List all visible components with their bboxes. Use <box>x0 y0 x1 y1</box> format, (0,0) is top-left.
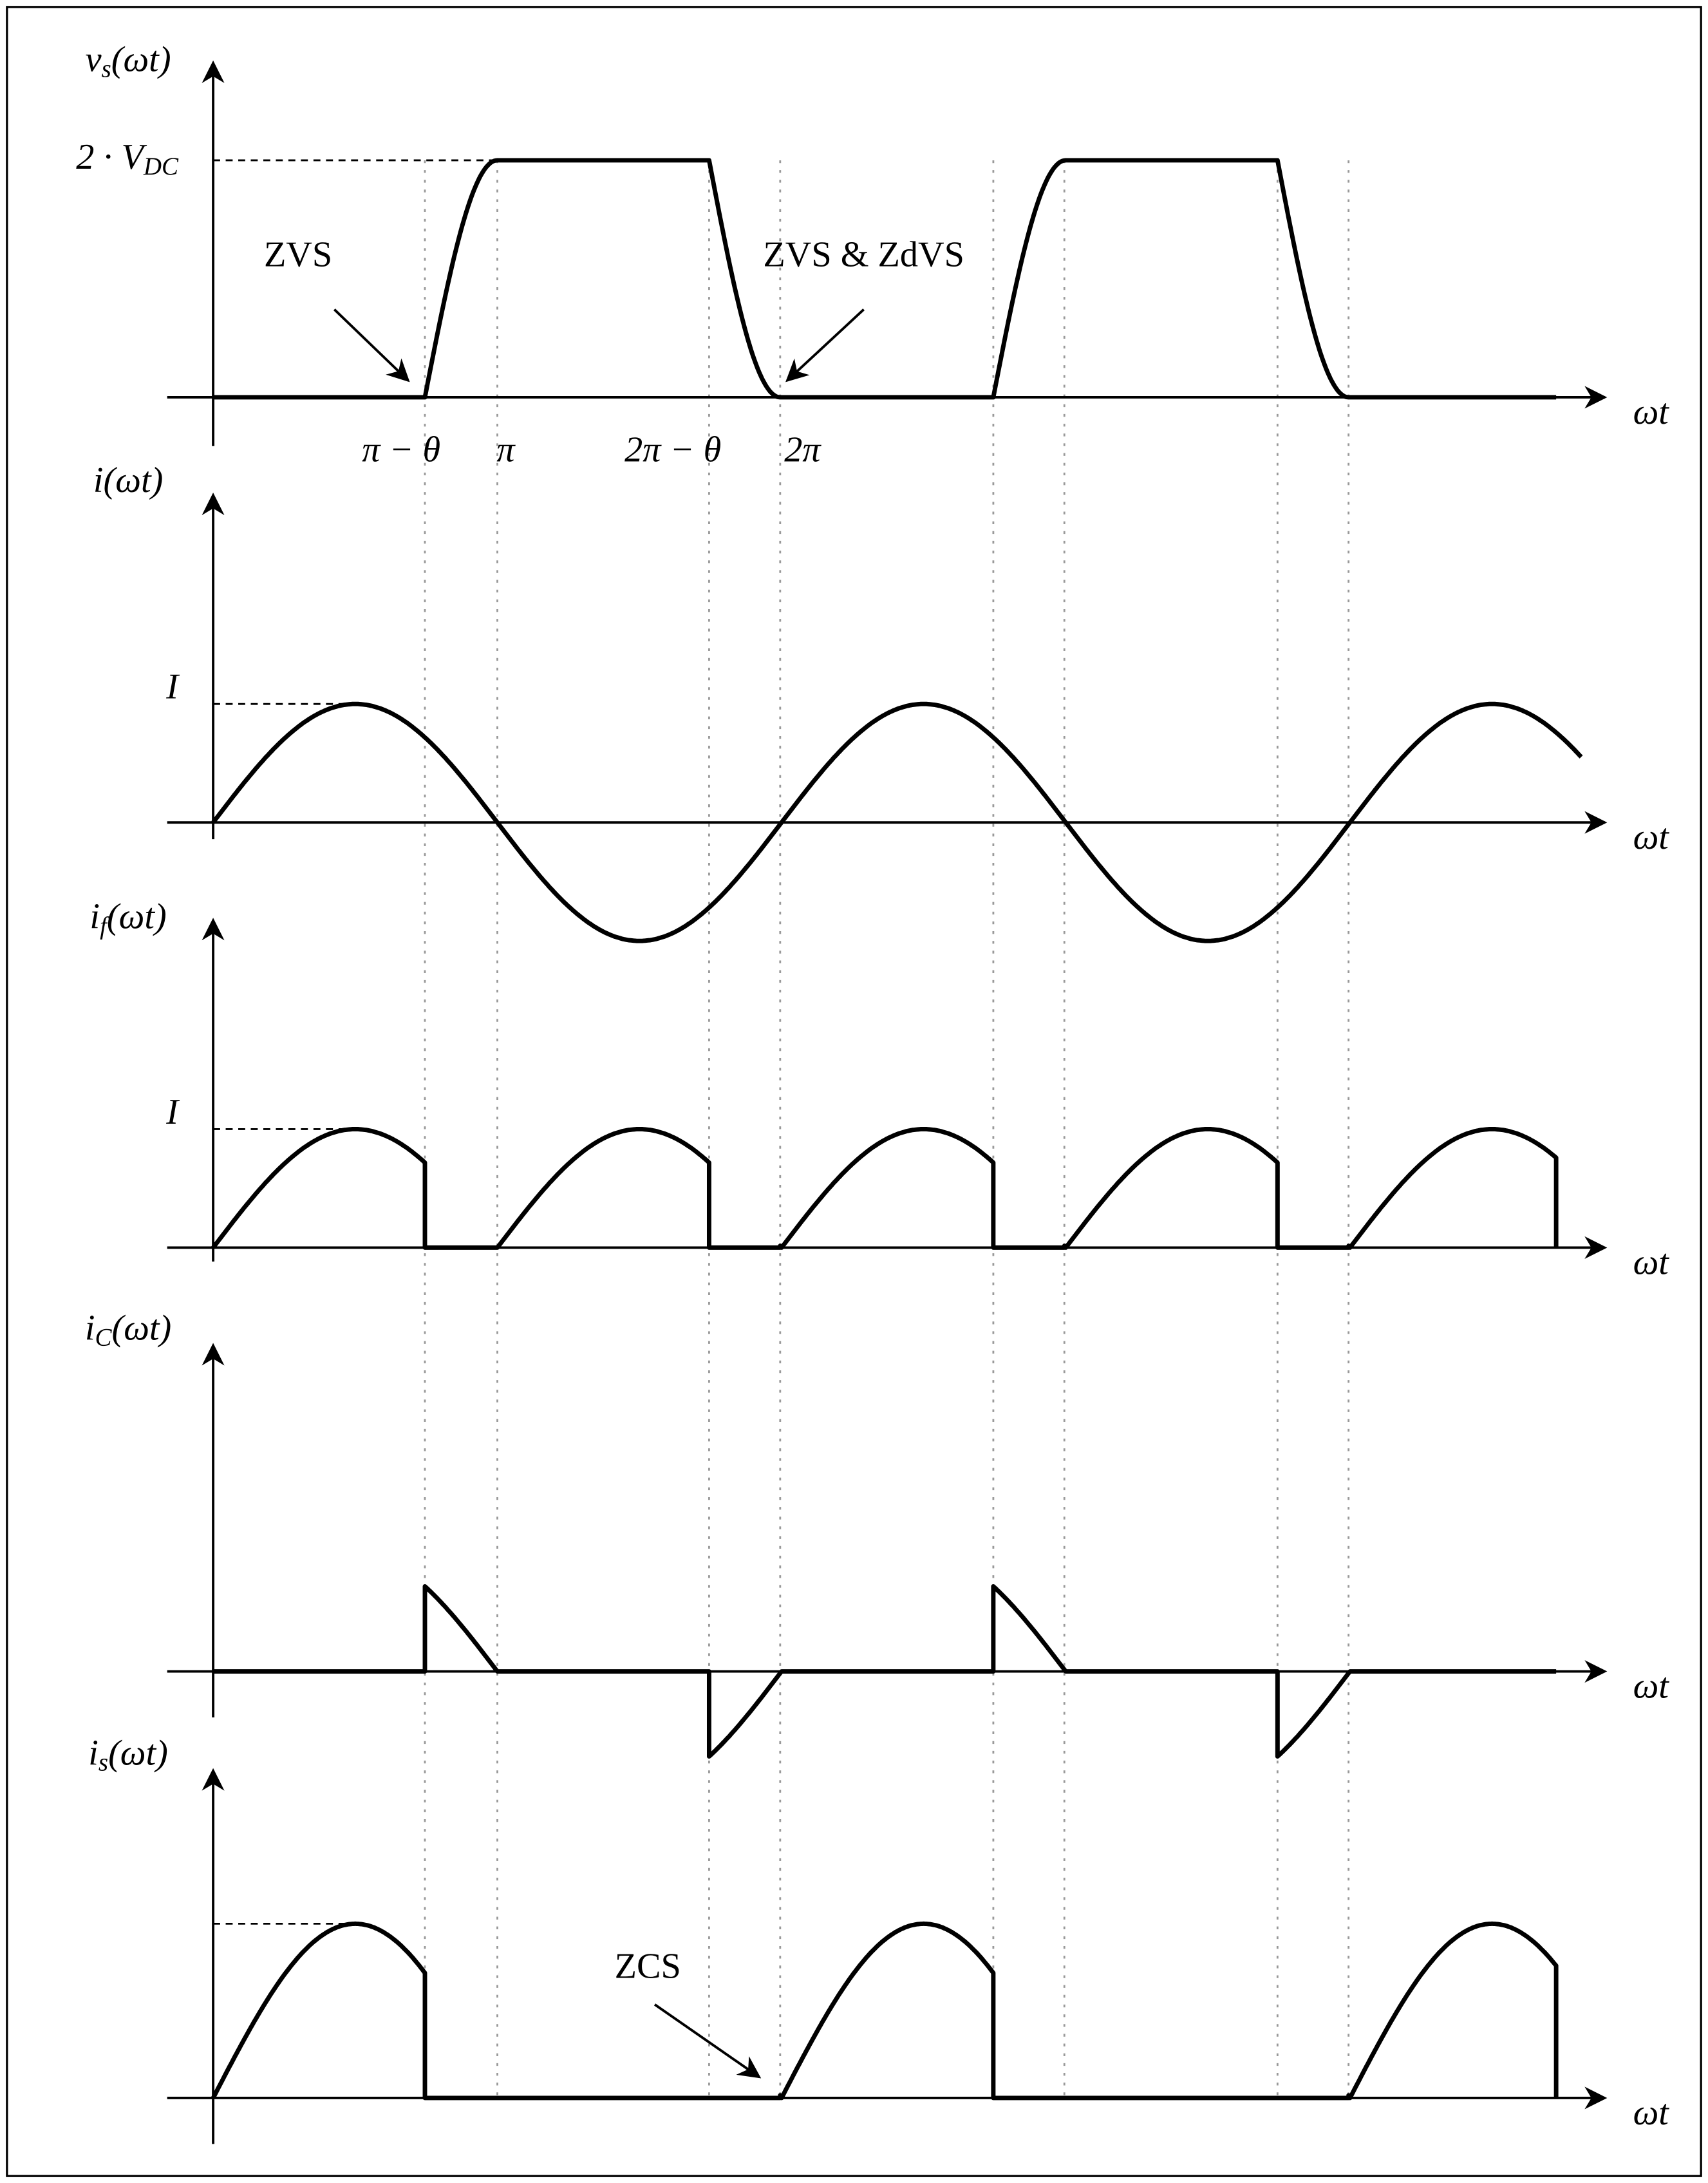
annotation-arrow <box>785 308 865 383</box>
label-sub: C <box>95 1323 112 1351</box>
x-axis-label: ωt <box>1633 392 1670 432</box>
label-symbol: i <box>85 1308 95 1348</box>
level-sub: DC <box>143 153 179 180</box>
label-arg: (ωt) <box>107 897 167 937</box>
label-arg: (ωt) <box>111 39 171 79</box>
annotation: ZCS <box>615 1947 681 1987</box>
panel-label: vs(ωt) <box>86 39 171 82</box>
label-arg: (ωt) <box>108 1733 168 1773</box>
panel-label: iC(ωt) <box>85 1308 171 1351</box>
is-waveform <box>211 1921 1559 2101</box>
label-arg: (ωt) <box>103 460 163 500</box>
x-axis-label: ωt <box>1633 1242 1670 1282</box>
x-axis-label: ωt <box>1633 817 1670 857</box>
label-symbol: v <box>86 39 102 79</box>
level-label: I <box>165 666 180 706</box>
level-text: I <box>165 666 180 706</box>
label-symbol: i <box>93 460 104 500</box>
panel-label: is(ωt) <box>88 1733 168 1776</box>
frame <box>6 6 1702 2177</box>
if-waveform <box>211 1126 1559 1250</box>
x-tick-label: 2π − θ <box>624 430 721 469</box>
x-axis-label: ωt <box>1633 1667 1670 1706</box>
level-text: 2 · V <box>76 137 147 177</box>
annotation-arrow <box>653 2003 762 2079</box>
x-tick-label: π − θ <box>362 430 440 469</box>
x-tick-label: π <box>496 430 516 469</box>
annotation: ZVS & ZdVS <box>763 234 964 274</box>
level-label: 2 · VDC <box>76 137 179 180</box>
label-symbol: i <box>89 897 100 937</box>
annotation: ZVS <box>264 234 332 274</box>
x-tick-label: 2π <box>784 430 821 469</box>
ic-waveform <box>213 1584 1557 1759</box>
label-symbol: i <box>88 1733 99 1773</box>
label-sub: s <box>99 1749 108 1777</box>
label-sub: s <box>102 55 111 82</box>
panel-label: if(ωt) <box>89 897 166 940</box>
level-text: I <box>165 1092 180 1132</box>
i-waveform <box>211 701 1583 943</box>
label-arg: (ωt) <box>111 1308 171 1348</box>
panel-label: i(ωt) <box>93 460 163 500</box>
level-label: I <box>165 1092 180 1132</box>
x-axis-label: ωt <box>1633 2093 1670 2133</box>
annotation-arrow <box>333 308 410 383</box>
vs-waveform <box>213 158 1557 400</box>
